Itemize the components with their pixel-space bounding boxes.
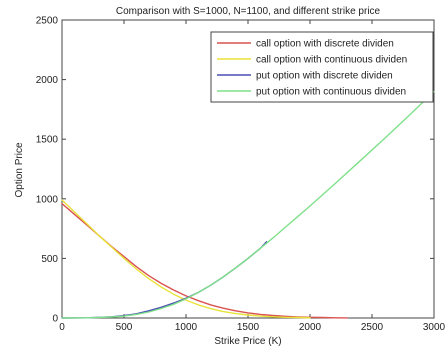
x-tick-label: 0 <box>59 322 65 333</box>
series-line-1 <box>61 202 348 319</box>
y-tick-label: 2000 <box>36 75 59 86</box>
y-tick-label: 1500 <box>36 135 59 146</box>
x-tick-label: 3000 <box>423 322 446 333</box>
x-tick-label: 500 <box>116 322 133 333</box>
x-tick-label: 2000 <box>299 322 322 333</box>
legend[interactable]: call option with discrete dividen call op… <box>210 31 434 103</box>
series-line-4 <box>61 90 435 319</box>
legend-label-2: call option with continuous dividen <box>256 55 407 66</box>
series-line-3 <box>61 240 268 319</box>
y-tick-label: 1000 <box>36 194 59 205</box>
x-axis-label: Strike Price (K) <box>214 336 281 347</box>
x-tick-label: 2500 <box>361 322 384 333</box>
x-tick-label: 1000 <box>175 322 198 333</box>
y-tick-label: 2500 <box>36 16 59 27</box>
legend-label-1: call option with discrete dividen <box>256 39 394 50</box>
y-tick-label: 0 <box>52 314 58 325</box>
series-line-2 <box>61 199 311 319</box>
legend-label-4: put option with continuous dividen <box>256 87 406 98</box>
y-axis-label: Option Price <box>14 142 25 197</box>
legend-label-3: put option with discrete dividen <box>256 71 393 82</box>
x-axis: 0 500 1000 1500 2000 2500 3000 <box>59 20 446 333</box>
y-tick-label: 500 <box>41 254 58 265</box>
x-tick-label: 1500 <box>237 322 260 333</box>
series-layer <box>61 90 435 319</box>
chart-title: Comparison with S=1000, N=1100, and diff… <box>116 6 381 17</box>
